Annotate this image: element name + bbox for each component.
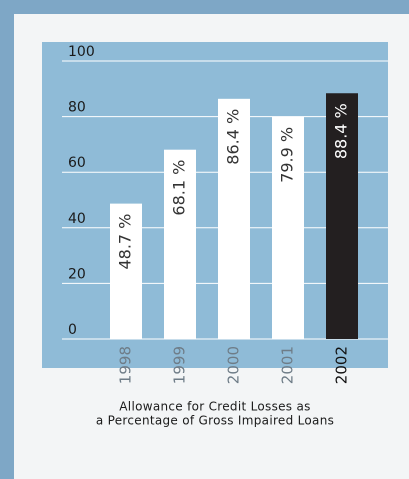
y-tick-label: 80 xyxy=(68,100,86,116)
bar xyxy=(326,93,358,339)
y-tick-label: 20 xyxy=(68,266,86,282)
value-label: 48.7 % xyxy=(116,214,135,270)
bar xyxy=(218,98,250,339)
x-tick-label: 2001 xyxy=(279,346,297,384)
x-tick-label: 2000 xyxy=(225,346,243,384)
bar xyxy=(164,149,196,339)
x-tick-label: 1999 xyxy=(171,346,189,384)
chart-title: a Percentage of Gross Impaired Loans xyxy=(96,414,334,428)
y-tick-label: 100 xyxy=(68,44,95,60)
value-label: 79.9 % xyxy=(278,127,297,183)
x-tick-label: 2002 xyxy=(333,346,351,384)
bar xyxy=(110,203,142,339)
y-tick-label: 40 xyxy=(68,211,86,227)
x-tick-label: 1998 xyxy=(117,346,135,384)
value-label: 88.4 % xyxy=(332,103,351,159)
bar xyxy=(272,116,304,340)
y-tick-label: 60 xyxy=(68,155,86,171)
value-label: 68.1 % xyxy=(170,160,189,216)
value-label: 86.4 % xyxy=(224,109,243,165)
y-tick-label: 0 xyxy=(68,322,77,338)
chart-title: Allowance for Credit Losses as xyxy=(119,400,310,414)
